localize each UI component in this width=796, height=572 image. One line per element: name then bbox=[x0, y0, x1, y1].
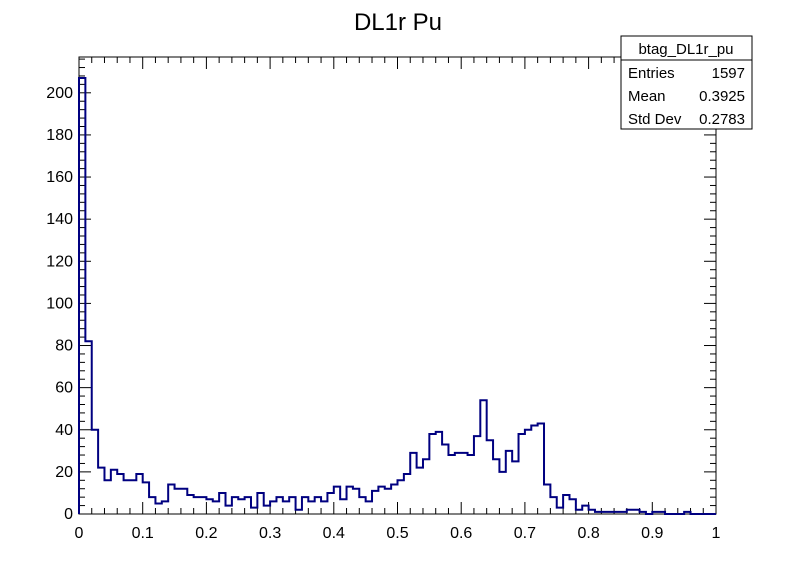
stats-stddev-label: Std Dev bbox=[628, 111, 682, 128]
stats-mean-label: Mean bbox=[628, 88, 666, 105]
y-tick-label: 140 bbox=[46, 211, 73, 228]
stats-box: btag_DL1r_pu Entries 1597 Mean 0.3925 St… bbox=[620, 35, 753, 130]
stats-box-name: btag_DL1r_pu bbox=[638, 41, 733, 58]
histogram-series-line bbox=[78, 77, 716, 515]
x-tick-label: 0.8 bbox=[577, 525, 599, 542]
x-axis-tick-labels: 0 0.1 0.2 0.3 0.4 0.5 0.6 0.7 0.8 0.9 1 bbox=[75, 525, 721, 542]
x-tick-label: 0.4 bbox=[323, 525, 345, 542]
y-tick-label: 180 bbox=[46, 127, 73, 144]
y-tick-label: 0 bbox=[64, 506, 73, 523]
y-tick-label: 60 bbox=[55, 380, 73, 397]
y-axis-tick-labels: 0 20 40 60 80 100 120 140 160 180 200 bbox=[46, 85, 73, 523]
x-tick-label: 0.3 bbox=[259, 525, 281, 542]
y-tick-label: 80 bbox=[55, 338, 73, 355]
y-tick-label: 120 bbox=[46, 253, 73, 270]
x-tick-label: 0.7 bbox=[514, 525, 536, 542]
y-tick-label: 20 bbox=[55, 464, 73, 481]
x-tick-label: 0.6 bbox=[450, 525, 472, 542]
chart-title: DL1r Pu bbox=[354, 9, 442, 36]
x-tick-label: 0.9 bbox=[641, 525, 663, 542]
x-tick-label: 0.2 bbox=[195, 525, 217, 542]
stats-entries-value: 1597 bbox=[712, 65, 745, 82]
y-tick-label: 160 bbox=[46, 169, 73, 186]
stats-mean-value: 0.3925 bbox=[699, 88, 745, 105]
y-tick-label: 40 bbox=[55, 422, 73, 439]
stats-stddev-value: 0.2783 bbox=[699, 111, 745, 128]
stats-entries-label: Entries bbox=[628, 65, 675, 82]
x-tick-label: 0.5 bbox=[386, 525, 408, 542]
x-tick-label: 0.1 bbox=[132, 525, 154, 542]
y-tick-label: 200 bbox=[46, 85, 73, 102]
x-tick-label: 1 bbox=[712, 525, 721, 542]
x-tick-label: 0 bbox=[75, 525, 84, 542]
stats-box-frame bbox=[620, 35, 753, 130]
y-tick-label: 100 bbox=[46, 295, 73, 312]
